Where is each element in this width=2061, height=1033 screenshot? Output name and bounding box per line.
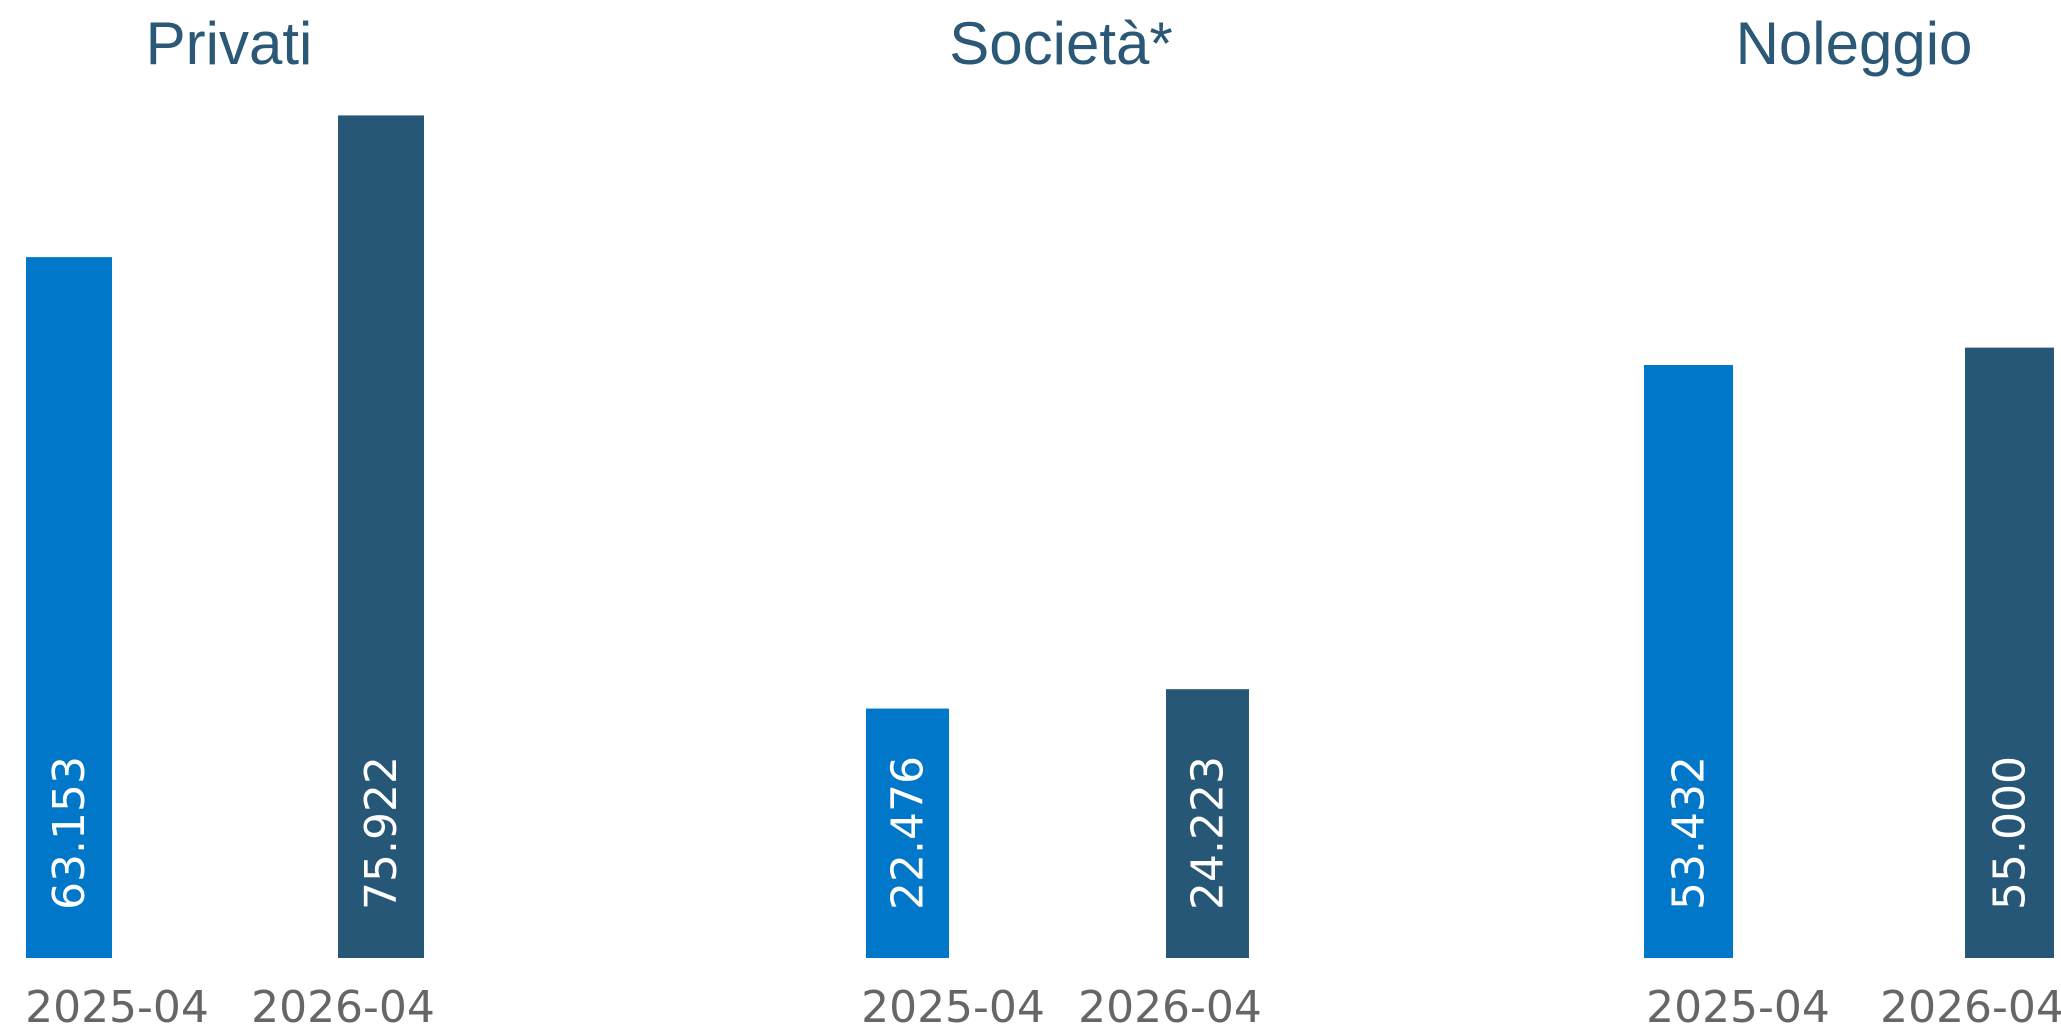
x-tick-label: 2026-04 [251,982,435,1033]
bar-value-label: 53.432 [1664,756,1715,910]
panel-2: Società* 22.476 2025-04 24.223 2026-04 [861,10,1262,1033]
bar-value-label: 63.153 [44,756,95,910]
bar-2026-04[interactable] [1166,689,1249,958]
bar-2025-04[interactable] [26,257,112,958]
bar-2026-04[interactable] [338,115,424,958]
x-tick-label: 2025-04 [1646,982,1830,1033]
bar-value-label: 55.000 [1985,756,2036,910]
bar-2025-04[interactable] [1644,365,1733,958]
panel-3: Noleggio 53.432 2025-04 55.000 2026-04 [1644,10,2061,1033]
bar-value-label: 22.476 [883,756,934,910]
bar-value-label: 75.922 [356,756,407,910]
panel-title: Società* [949,10,1172,77]
panel-title: Privati [146,10,313,77]
panel-1: Privati 63.153 2025-04 75.922 2026-04 [25,10,435,1033]
x-tick-label: 2026-04 [1880,982,2061,1033]
x-tick-label: 2026-04 [1078,982,1262,1033]
bar-value-label: 24.223 [1183,756,1234,910]
bar-2026-04[interactable] [1965,347,2054,958]
bar-2025-04[interactable] [866,708,949,958]
x-tick-label: 2025-04 [25,982,209,1033]
panel-title: Noleggio [1736,10,1973,77]
x-tick-label: 2025-04 [861,982,1045,1033]
